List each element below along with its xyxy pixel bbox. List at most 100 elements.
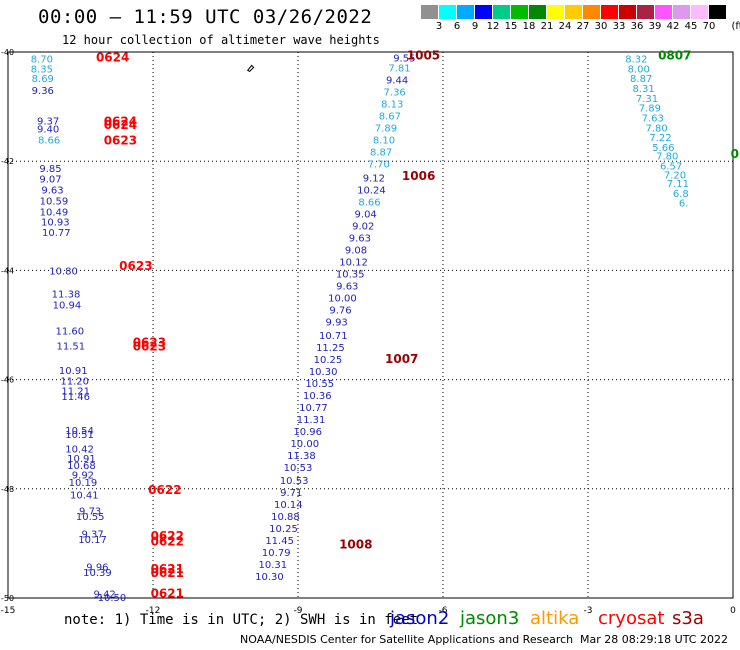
- wave-height-label: 8.32: [625, 55, 647, 66]
- wave-height-label: 9.12: [363, 174, 385, 185]
- wave-height-label: 6.8: [673, 189, 689, 200]
- wave-height-label: 10.30: [309, 367, 338, 378]
- wave-height-label: 7.80: [646, 123, 668, 134]
- wave-height-label: 10.42: [65, 444, 94, 455]
- wave-height-label: 10.30: [255, 572, 284, 583]
- wave-height-label: 7.70: [368, 159, 390, 170]
- wave-height-label: 10.51: [65, 430, 94, 441]
- wave-height-label: 10.35: [336, 270, 365, 281]
- colorbar-swatch: [511, 5, 529, 19]
- pass-time-label: 0621: [151, 562, 184, 576]
- colorbar-label: 12: [486, 21, 500, 32]
- wave-height-label: 8.00: [628, 64, 650, 75]
- colorbar: [421, 5, 727, 19]
- wave-height-label: 9.42: [94, 590, 116, 601]
- wave-height-label: 8.67: [379, 111, 401, 122]
- pass-time-label: 0622: [151, 529, 184, 543]
- wave-height-label: 8.66: [38, 135, 60, 146]
- colorbar-swatch: [565, 5, 583, 19]
- wave-height-label: 10.49: [40, 207, 69, 218]
- pass-time-label: 0622: [148, 483, 181, 497]
- y-tick-label: -40: [1, 48, 14, 57]
- x-tick-label: 0: [730, 606, 736, 616]
- wave-height-label: 10.53: [284, 463, 313, 474]
- wave-height-label: 8.35: [31, 64, 53, 75]
- colorbar-swatch: [709, 5, 727, 19]
- colorbar-label: 42: [666, 21, 680, 32]
- wave-height-label: 8.87: [370, 147, 392, 158]
- wave-height-label: 8.13: [381, 99, 403, 110]
- colorbar-swatch: [475, 5, 493, 19]
- colorbar-label: 36: [630, 21, 644, 32]
- colorbar-label: 27: [576, 21, 590, 32]
- wave-height-label: 6.57: [660, 162, 682, 173]
- colorbar-label: 18: [522, 21, 536, 32]
- wave-height-label: 10.00: [290, 439, 319, 450]
- page-subtitle: 12 hour collection of altimeter wave hei…: [62, 33, 380, 47]
- pass-time-label: 1008: [339, 537, 372, 551]
- wave-height-label: 10.36: [303, 391, 332, 402]
- colorbar-swatch: [439, 5, 457, 19]
- wave-height-label: 9.36: [32, 86, 54, 97]
- pass-time-label: 0: [731, 147, 739, 161]
- wave-height-label: 10.77: [42, 228, 71, 239]
- pass-time-label: 0623: [104, 133, 137, 147]
- colorbar-swatch: [637, 5, 655, 19]
- wave-height-label: 11.51: [57, 342, 86, 353]
- plot-frame: [7, 51, 734, 599]
- island-outline: [246, 64, 255, 72]
- wave-height-label: 7.31: [636, 94, 658, 105]
- colorbar-label: 33: [612, 21, 626, 32]
- pass-time-label: 0622: [151, 535, 184, 549]
- pass-time-label: 0621: [151, 566, 184, 580]
- wave-height-label: 8.31: [632, 84, 654, 95]
- wave-height-label: 9.55: [393, 53, 415, 64]
- x-tick-label: -15: [1, 606, 16, 616]
- wave-height-label: 7.22: [649, 133, 671, 144]
- wave-height-label: 10.71: [319, 331, 348, 342]
- wave-height-label: 9.63: [349, 234, 371, 245]
- wave-height-label: 9.02: [352, 222, 374, 233]
- wave-height-label: 9.71: [280, 488, 302, 499]
- credit-text: NOAA/NESDIS Center for Satellite Applica…: [240, 633, 574, 646]
- colorbar-label: 39: [648, 21, 662, 32]
- colorbar-label: 6: [453, 21, 461, 32]
- wave-height-label: 10.50: [98, 593, 127, 604]
- colorbar-label: 45: [684, 21, 698, 32]
- colorbar-swatch: [493, 5, 511, 19]
- colorbar-swatch: [421, 5, 439, 19]
- legend-cryosat: cryosat: [598, 608, 665, 629]
- wave-height-label: 10.77: [299, 403, 328, 414]
- legend-s3a: s3a: [672, 608, 704, 629]
- x-tick-label: -12: [146, 606, 161, 616]
- wave-height-label: 7.80: [656, 152, 678, 163]
- wave-height-label: 9.96: [86, 562, 108, 573]
- render-timestamp: Mar 28 08:29:18 UTC 2022: [580, 633, 728, 646]
- wave-height-label: 10.96: [293, 427, 322, 438]
- pass-time-label: 0624: [104, 114, 137, 128]
- wave-height-label: 9.85: [39, 164, 61, 175]
- colorbar-label: 21: [540, 21, 554, 32]
- wave-height-label: 10.41: [70, 490, 99, 501]
- wave-height-label: 10.25: [269, 524, 298, 535]
- y-tick-label: -46: [1, 376, 14, 385]
- pass-time-label: 0621: [151, 587, 184, 601]
- wave-height-label: 10.54: [65, 426, 94, 437]
- colorbar-swatch: [673, 5, 691, 19]
- colorbar-swatch: [547, 5, 565, 19]
- pass-time-label: 0623: [119, 259, 152, 273]
- wave-height-label: 6.: [679, 199, 689, 210]
- wave-height-label: 8.10: [373, 135, 395, 146]
- wave-height-label: 10.39: [83, 568, 112, 579]
- wave-height-label: 8.69: [32, 74, 54, 85]
- x-tick-label: -6: [439, 606, 448, 616]
- wave-height-label: 9.40: [37, 124, 59, 135]
- legend-jason3: jason3: [460, 608, 520, 629]
- wave-height-label: 8.70: [31, 55, 53, 66]
- wave-height-label: 9.37: [37, 116, 59, 127]
- wave-height-label: 9.07: [39, 175, 61, 186]
- wave-height-label: 10.94: [53, 300, 82, 311]
- wave-height-label: 8.87: [630, 74, 652, 85]
- pass-time-label: 1006: [402, 169, 435, 183]
